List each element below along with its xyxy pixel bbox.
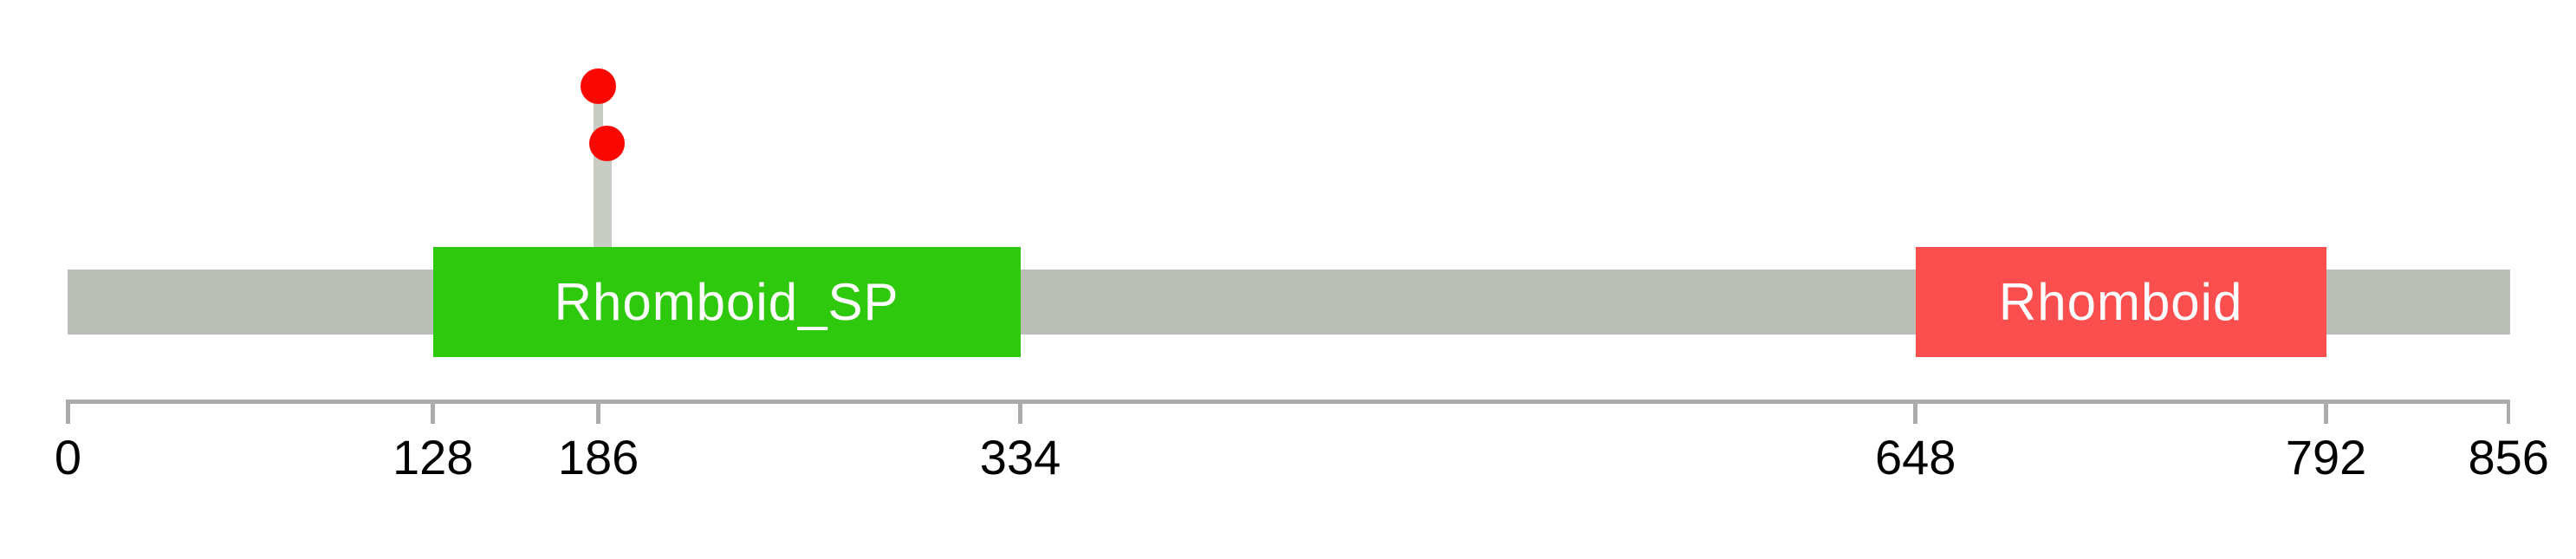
mutation-circle	[588, 125, 625, 161]
x-axis-tick-label: 856	[2468, 430, 2549, 484]
x-axis-tick-label: 0	[54, 430, 82, 484]
domain-label: Rhomboid_SP	[554, 272, 899, 331]
domain-label: Rhomboid	[1998, 272, 2243, 331]
x-axis-tick-label: 792	[2285, 430, 2367, 484]
x-axis-tick-label: 334	[979, 430, 1061, 484]
domain-box-rhomboid_sp: Rhomboid_SP	[432, 247, 1021, 357]
x-axis-line	[66, 400, 2511, 404]
x-axis-tick	[2506, 403, 2511, 424]
x-axis-tick	[596, 403, 600, 424]
x-axis-tick	[1913, 403, 1917, 424]
x-axis-tick	[2324, 403, 2328, 424]
x-axis-tick	[431, 403, 435, 424]
domain-box-rhomboid: Rhomboid	[1915, 247, 2326, 357]
x-axis-tick-label: 186	[557, 430, 639, 484]
x-axis-tick	[66, 403, 70, 424]
x-axis-tick	[1018, 403, 1022, 424]
mutation-circle	[581, 68, 617, 104]
mutation-stick	[601, 143, 612, 248]
x-axis-tick-label: 128	[392, 430, 474, 484]
mutation-stick	[594, 86, 604, 248]
x-axis-tick-label: 648	[1875, 430, 1956, 484]
